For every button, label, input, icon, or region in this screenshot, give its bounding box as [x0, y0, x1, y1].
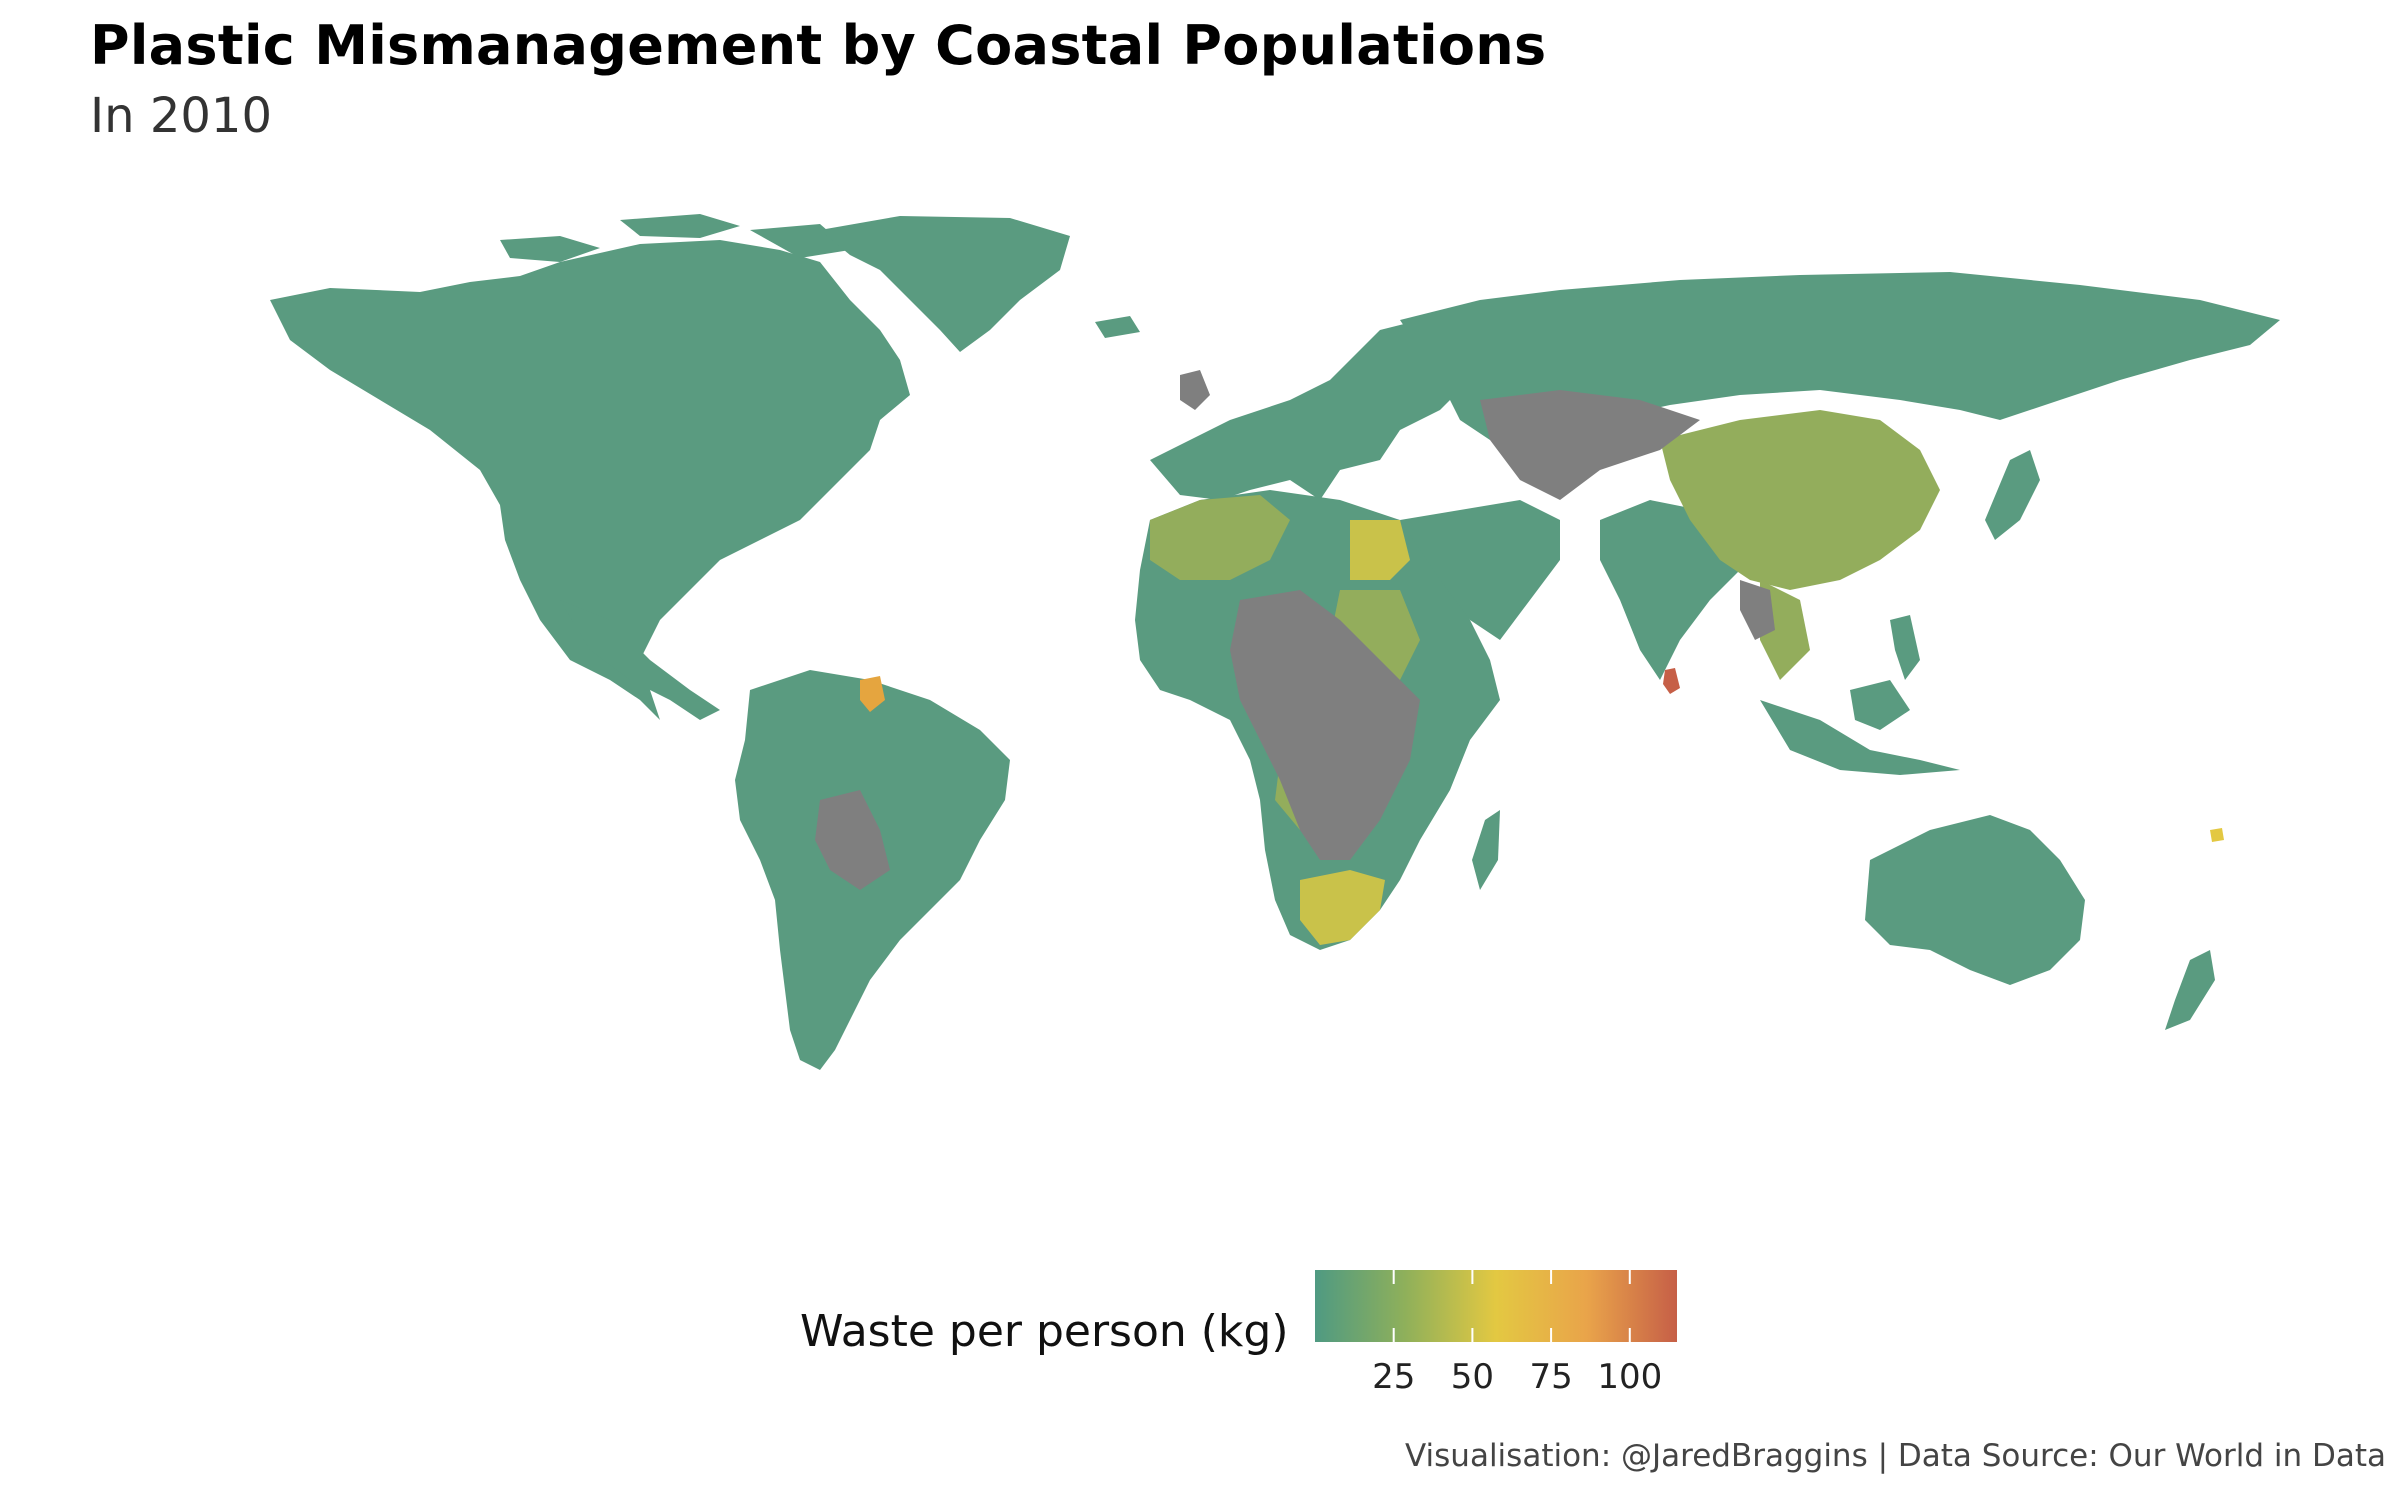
legend-tick-label: 100 [1597, 1357, 1662, 1397]
country-egypt [1350, 520, 1410, 580]
country-south-africa [1300, 870, 1385, 945]
country-north-africa-west [1150, 495, 1290, 580]
country-madagascar [1472, 810, 1500, 890]
country-se-asia [1760, 580, 1810, 680]
country-canada-arctic [500, 236, 600, 262]
legend-color-bar [1315, 1270, 1677, 1342]
country-china [1660, 410, 1940, 590]
country-europe [1150, 320, 1470, 500]
country-bolivia-paraguay [815, 790, 890, 890]
country-philippines [1890, 615, 1920, 680]
country-guyana [860, 676, 885, 712]
legend-title: Waste per person (kg) [800, 1306, 1289, 1357]
country-uk [1180, 370, 1210, 410]
land-very-high-group [860, 668, 2224, 842]
country-japan [1985, 450, 2040, 540]
country-pacific-islands [2210, 828, 2224, 842]
country-new-zealand [2165, 950, 2215, 1030]
color-legend: 25 50 75 100 [1315, 1270, 1677, 1397]
world-choropleth-map [270, 214, 2280, 1070]
country-canada-arctic-2 [620, 214, 740, 238]
map-subtitle: In 2010 [90, 88, 272, 144]
country-myanmar-laos [1740, 580, 1775, 640]
country-greenland [820, 216, 1070, 352]
country-australia [1865, 815, 2085, 985]
source-caption: Visualisation: @JaredBraggins | Data Sou… [1405, 1438, 2386, 1474]
land-no-data-group [815, 370, 1775, 890]
country-middle-east [1400, 500, 1560, 640]
land-mid-group [1150, 410, 1940, 830]
country-indonesia [1760, 700, 1960, 775]
country-central-asia [1480, 390, 1700, 500]
map-title: Plastic Mismanagement by Coastal Populat… [90, 14, 1547, 77]
country-central-africa [1230, 590, 1420, 860]
country-sri-lanka [1663, 668, 1680, 694]
legend-tick-label: 50 [1451, 1357, 1494, 1397]
legend-tick-label: 25 [1372, 1357, 1415, 1397]
country-india [1600, 500, 1740, 680]
legend-ticks: 25 50 75 100 [1372, 1270, 1662, 1397]
country-north-america [270, 240, 910, 720]
legend-tick-label: 75 [1529, 1357, 1572, 1397]
country-mexico [560, 600, 720, 720]
country-borneo [1850, 680, 1910, 730]
country-iceland [1095, 316, 1140, 338]
land-high-group [1300, 520, 1410, 945]
